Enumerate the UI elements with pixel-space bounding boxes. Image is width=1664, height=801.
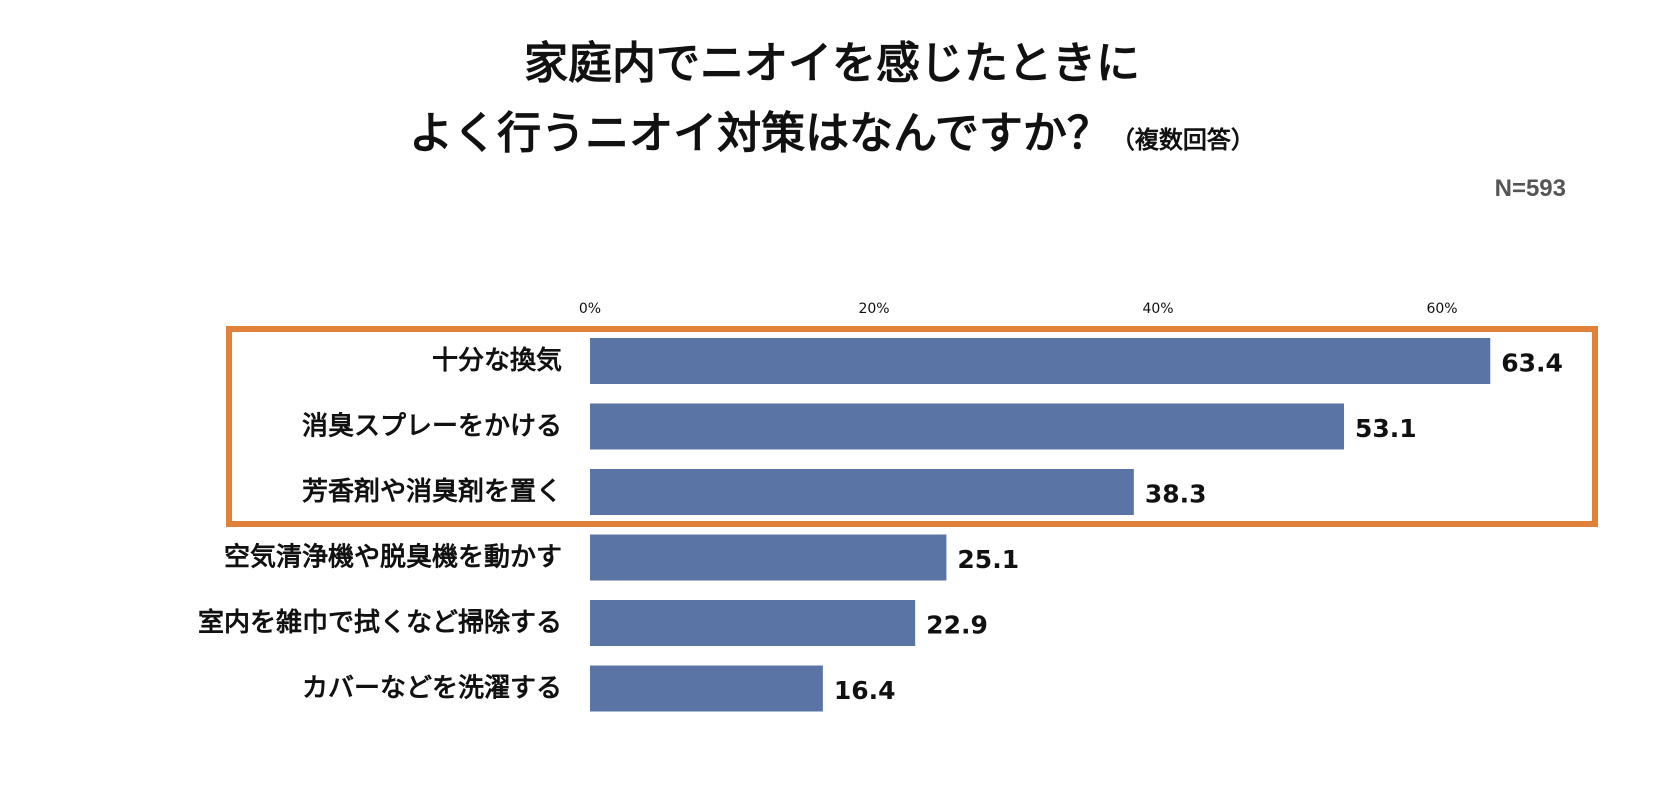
x-tick-label: 60% — [1426, 301, 1457, 317]
data-label: 38.3 — [1145, 480, 1207, 509]
bar — [590, 403, 1345, 450]
category-label: 室内を雑巾で拭くなど掃除する — [198, 607, 562, 638]
category-label: 芳香剤や消臭剤を置く — [302, 476, 562, 507]
chart-title-question: よく行うニオイ対策はなんですか？ — [409, 108, 1111, 159]
bar — [590, 469, 1134, 515]
bar — [590, 534, 947, 581]
sample-size-label: N=593 — [1494, 175, 1566, 202]
multiple-answer-note: （複数回答） — [1110, 126, 1255, 154]
bar — [590, 338, 1491, 384]
x-tick-label: 0% — [579, 301, 601, 317]
x-tick-label: 20% — [858, 301, 889, 317]
data-label: 53.1 — [1355, 414, 1417, 443]
highlight-box — [226, 326, 1598, 527]
chart-title-line-2: よく行うニオイ対策はなんですか？（複数回答） — [0, 106, 1664, 168]
data-label: 25.1 — [957, 545, 1019, 574]
data-label: 16.4 — [834, 676, 896, 705]
chart-title-line-1: 家庭内でニオイを感じたときに — [524, 38, 1140, 89]
data-label: 22.9 — [926, 611, 988, 640]
bar — [590, 665, 823, 712]
data-label: 63.4 — [1501, 349, 1563, 378]
category-label: 消臭スプレーをかける — [302, 412, 562, 442]
category-label: カバーなどを洗濯する — [302, 674, 562, 704]
category-label: 十分な換気 — [432, 345, 562, 376]
x-tick-label: 40% — [1142, 301, 1173, 317]
bar — [590, 600, 916, 646]
category-label: 空気清浄機や脱臭機を動かす — [224, 542, 562, 573]
